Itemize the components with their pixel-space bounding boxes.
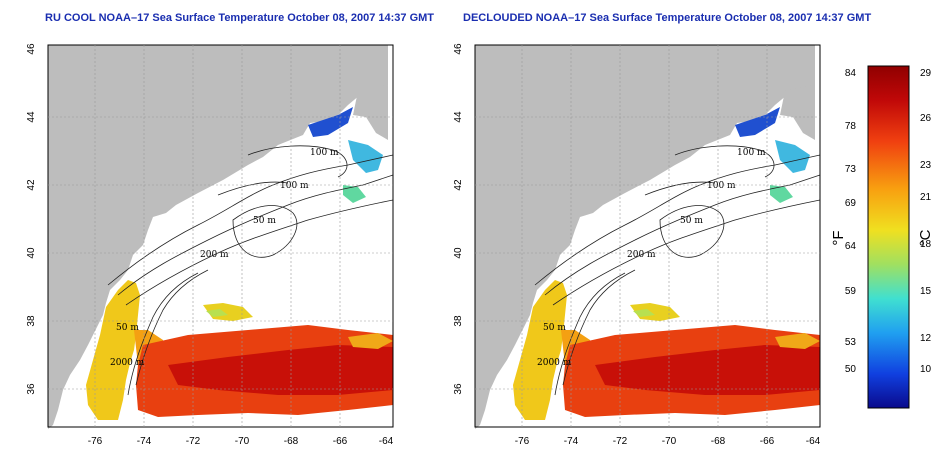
colorbar-gradient [867, 65, 910, 409]
contour-label: 200 m [627, 250, 656, 260]
x-tick-label: -74 [564, 436, 579, 447]
x-tick-label: -66 [333, 436, 348, 447]
fahrenheit-tick: 69 [845, 198, 857, 209]
fahrenheit-tick: 50 [845, 364, 857, 375]
contour-label: 100 m [707, 181, 736, 191]
x-tick-label: -66 [760, 436, 775, 447]
celsius-tick: 15 [920, 286, 932, 297]
x-tick-label: -76 [88, 436, 103, 447]
fahrenheit-tick: 59 [845, 286, 857, 297]
right-y-axis: 36 38 40 42 44 46 [453, 43, 464, 395]
contour-label: 2000 m [110, 358, 145, 368]
x-tick-label: -72 [186, 436, 201, 447]
x-tick-label: -68 [711, 436, 726, 447]
contour-label: 50 m [253, 216, 276, 226]
left-sst-map: 100 m 100 m 50 m 200 m 50 m 2000 m [47, 44, 394, 430]
contour-label: 2000 m [537, 358, 572, 368]
x-tick-label: -74 [137, 436, 152, 447]
celsius-unit-label: °C [917, 229, 934, 246]
y-tick-label: 46 [26, 43, 37, 55]
contour-label: 200 m [200, 250, 229, 260]
fahrenheit-tick: 73 [845, 164, 857, 175]
contour-label: 50 m [680, 216, 703, 226]
y-tick-label: 38 [453, 315, 464, 327]
x-tick-label: -76 [515, 436, 530, 447]
celsius-tick: 10 [920, 364, 932, 375]
y-tick-label: 38 [26, 315, 37, 327]
fahrenheit-tick: 53 [845, 337, 857, 348]
celsius-tick: 26 [920, 113, 932, 124]
fahrenheit-tick: 84 [845, 68, 857, 79]
x-tick-label: -72 [613, 436, 628, 447]
contour-label: 100 m [737, 148, 766, 158]
x-tick-label: -64 [806, 436, 821, 447]
x-tick-label: -70 [235, 436, 250, 447]
left-x-axis: -76 -74 -72 -70 -68 -66 -64 [88, 436, 394, 447]
contour-label: 50 m [543, 323, 566, 333]
y-tick-label: 42 [453, 179, 464, 191]
celsius-tick: 21 [920, 192, 932, 203]
fahrenheit-tick: 64 [845, 241, 857, 252]
celsius-tick: 12 [920, 333, 932, 344]
contour-label: 100 m [310, 148, 339, 158]
x-tick-label: -70 [662, 436, 677, 447]
y-tick-label: 44 [26, 111, 37, 123]
temperature-colorbar: °F °C 84 78 73 69 64 59 53 50 29 26 23 2… [830, 65, 934, 409]
contour-label: 50 m [116, 323, 139, 333]
x-tick-label: -68 [284, 436, 299, 447]
celsius-tick: 18 [920, 239, 932, 250]
y-tick-label: 44 [453, 111, 464, 123]
x-tick-label: -64 [379, 436, 394, 447]
y-tick-label: 42 [26, 179, 37, 191]
left-y-axis: 36 38 40 42 44 46 [26, 43, 37, 395]
y-tick-label: 36 [453, 383, 464, 395]
contour-label: 100 m [280, 181, 309, 191]
y-tick-label: 36 [26, 383, 37, 395]
celsius-tick: 23 [920, 160, 932, 171]
fahrenheit-unit-label: °F [830, 230, 847, 245]
y-tick-label: 40 [26, 247, 37, 259]
y-tick-label: 40 [453, 247, 464, 259]
left-map-title: RU COOL NOAA–17 Sea Surface Temperature … [45, 12, 435, 24]
right-sst-map: 100 m 100 m 50 m 200 m 50 m 2000 m [474, 44, 821, 430]
right-x-axis: -76 -74 -72 -70 -68 -66 -64 [515, 436, 821, 447]
y-tick-label: 46 [453, 43, 464, 55]
celsius-tick: 29 [920, 68, 932, 79]
fahrenheit-tick: 78 [845, 121, 857, 132]
right-map-title: DECLOUDED NOAA–17 Sea Surface Temperatur… [463, 12, 872, 24]
